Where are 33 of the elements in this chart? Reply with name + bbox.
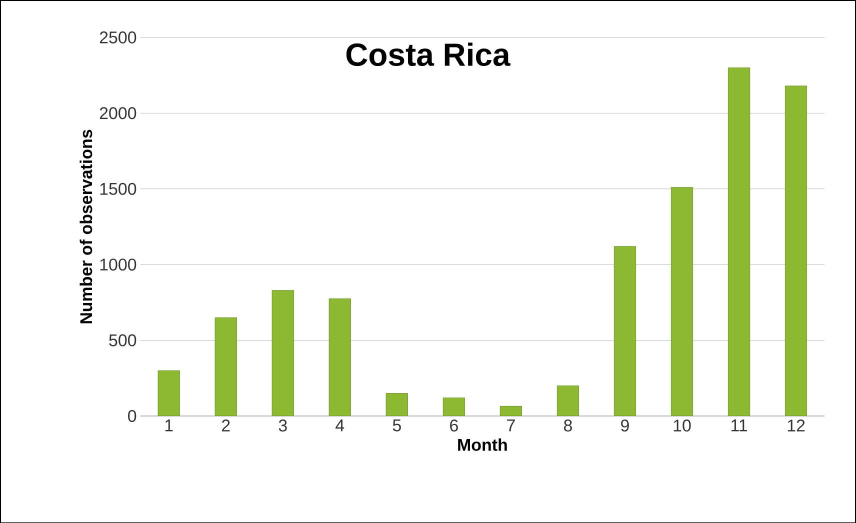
- x-tick-label: 10: [674, 419, 691, 432]
- y-tick-label: 500: [109, 334, 136, 346]
- bar: [158, 370, 180, 416]
- bar: [728, 67, 750, 416]
- chart-title: Costa Rica: [346, 42, 510, 66]
- bar: [214, 317, 237, 416]
- bar: [500, 406, 522, 416]
- x-tick-label: 11: [732, 419, 747, 432]
- y-tick-label: 1500: [100, 182, 136, 195]
- x-tick-label: 3: [278, 419, 287, 432]
- y-tick-label: 0: [128, 410, 136, 422]
- x-tick-label: 1: [165, 419, 173, 432]
- y-axis-title: Number of observations: [80, 130, 92, 324]
- bar: [784, 86, 808, 416]
- y-tick-label: 2000: [100, 106, 136, 119]
- x-tick-label: 7: [507, 419, 515, 432]
- x-tick-label: 9: [621, 419, 629, 432]
- x-tick-label: 4: [336, 419, 344, 432]
- bar: [442, 397, 465, 416]
- y-tick-label: 2500: [100, 31, 136, 44]
- bar: [328, 298, 351, 416]
- x-tick-label: 8: [564, 419, 572, 432]
- bar: [670, 186, 694, 416]
- x-tick-label: 2: [222, 419, 230, 432]
- x-tick-label: 6: [450, 419, 458, 432]
- x-tick-label: 12: [788, 419, 805, 432]
- bar: [272, 290, 294, 416]
- x-tick-label: 5: [392, 419, 401, 432]
- bar: [556, 385, 579, 416]
- bar: [386, 392, 408, 416]
- y-tick-label: 1000: [100, 258, 136, 270]
- bar: [614, 246, 636, 416]
- x-axis-title: Month: [458, 438, 507, 451]
